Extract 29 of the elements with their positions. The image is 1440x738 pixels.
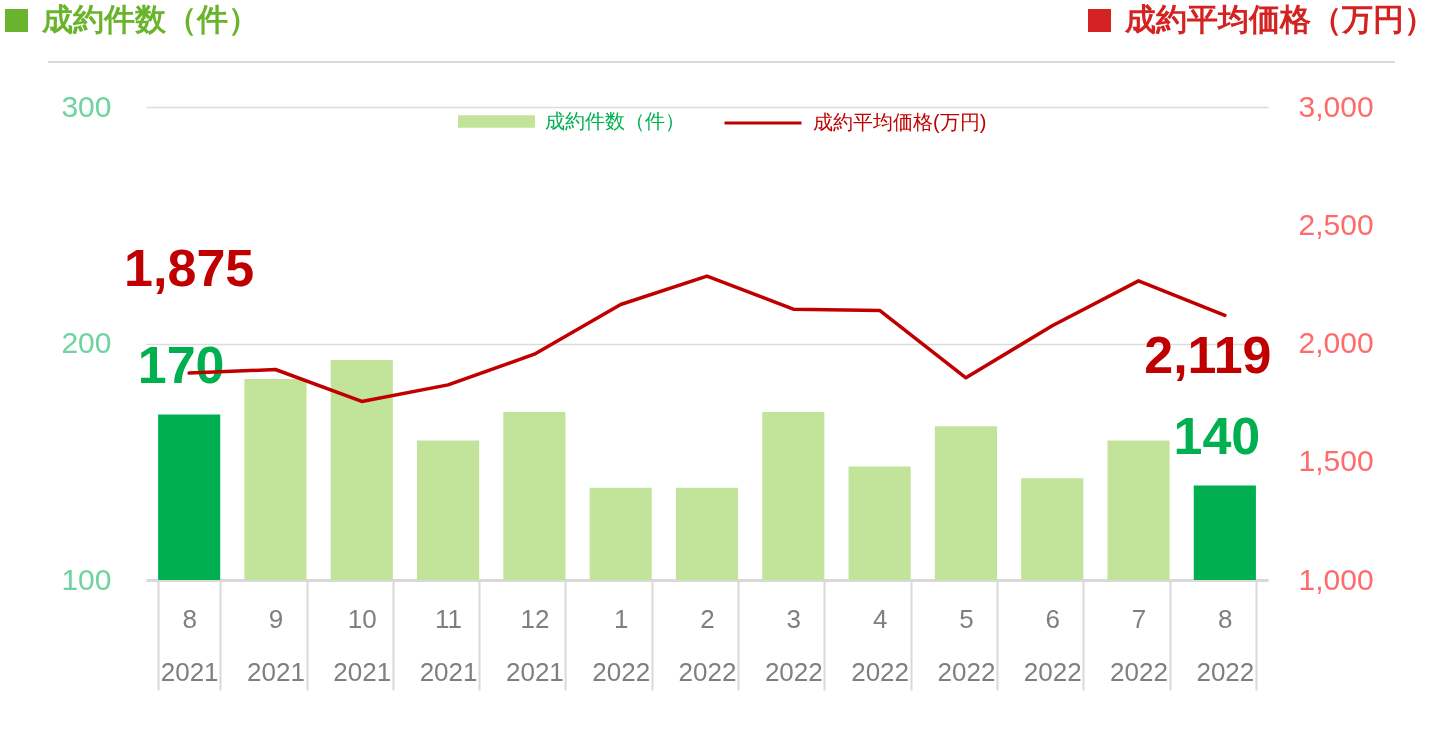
x-tick-label: 10 2021	[333, 603, 392, 687]
legend-label: 成約平均価格(万円)	[813, 111, 987, 133]
x-tick-label: 3 2022	[764, 603, 823, 687]
x-tick-label: 8 2022	[1196, 603, 1255, 687]
x-tick-label: 11 2021	[419, 603, 478, 687]
y2-tick-label: 2,500	[1298, 207, 1374, 241]
y2-tick-label: 1,000	[1298, 562, 1374, 596]
x-tick-label: 12 2021	[505, 603, 564, 687]
x-tick-label: 9 2021	[247, 603, 305, 687]
x-tick-label: 8 2021	[160, 603, 219, 687]
x-tick-label: 5 2022	[937, 603, 996, 687]
y2-tick-label: 1,500	[1298, 444, 1374, 478]
y-tick-label: 300	[61, 89, 112, 123]
y2-axis-title: 成約平均価格（万円）	[1125, 2, 1435, 37]
x-tick-label: 6 2022	[1023, 603, 1082, 687]
y2-tick-label: 2,000	[1298, 326, 1374, 359]
x-tick-label: 4 2022	[851, 603, 910, 687]
y-axis-title: 成約件数（件）	[42, 2, 259, 37]
data-label: 170	[137, 336, 225, 395]
data-label: 140	[1173, 407, 1261, 466]
x-tick-label: 1 2022	[592, 603, 651, 687]
legend-label: 成約件数（件）	[545, 109, 685, 132]
data-label: 2,119	[1144, 326, 1272, 385]
data-label: 1,875	[124, 239, 255, 298]
y-tick-label: 100	[61, 562, 112, 596]
x-tick-label: 7 2022	[1110, 603, 1168, 687]
x-tick-label: 2 2022	[678, 603, 737, 687]
y2-tick-label: 3,000	[1298, 89, 1374, 123]
y-tick-label: 200	[61, 326, 112, 359]
